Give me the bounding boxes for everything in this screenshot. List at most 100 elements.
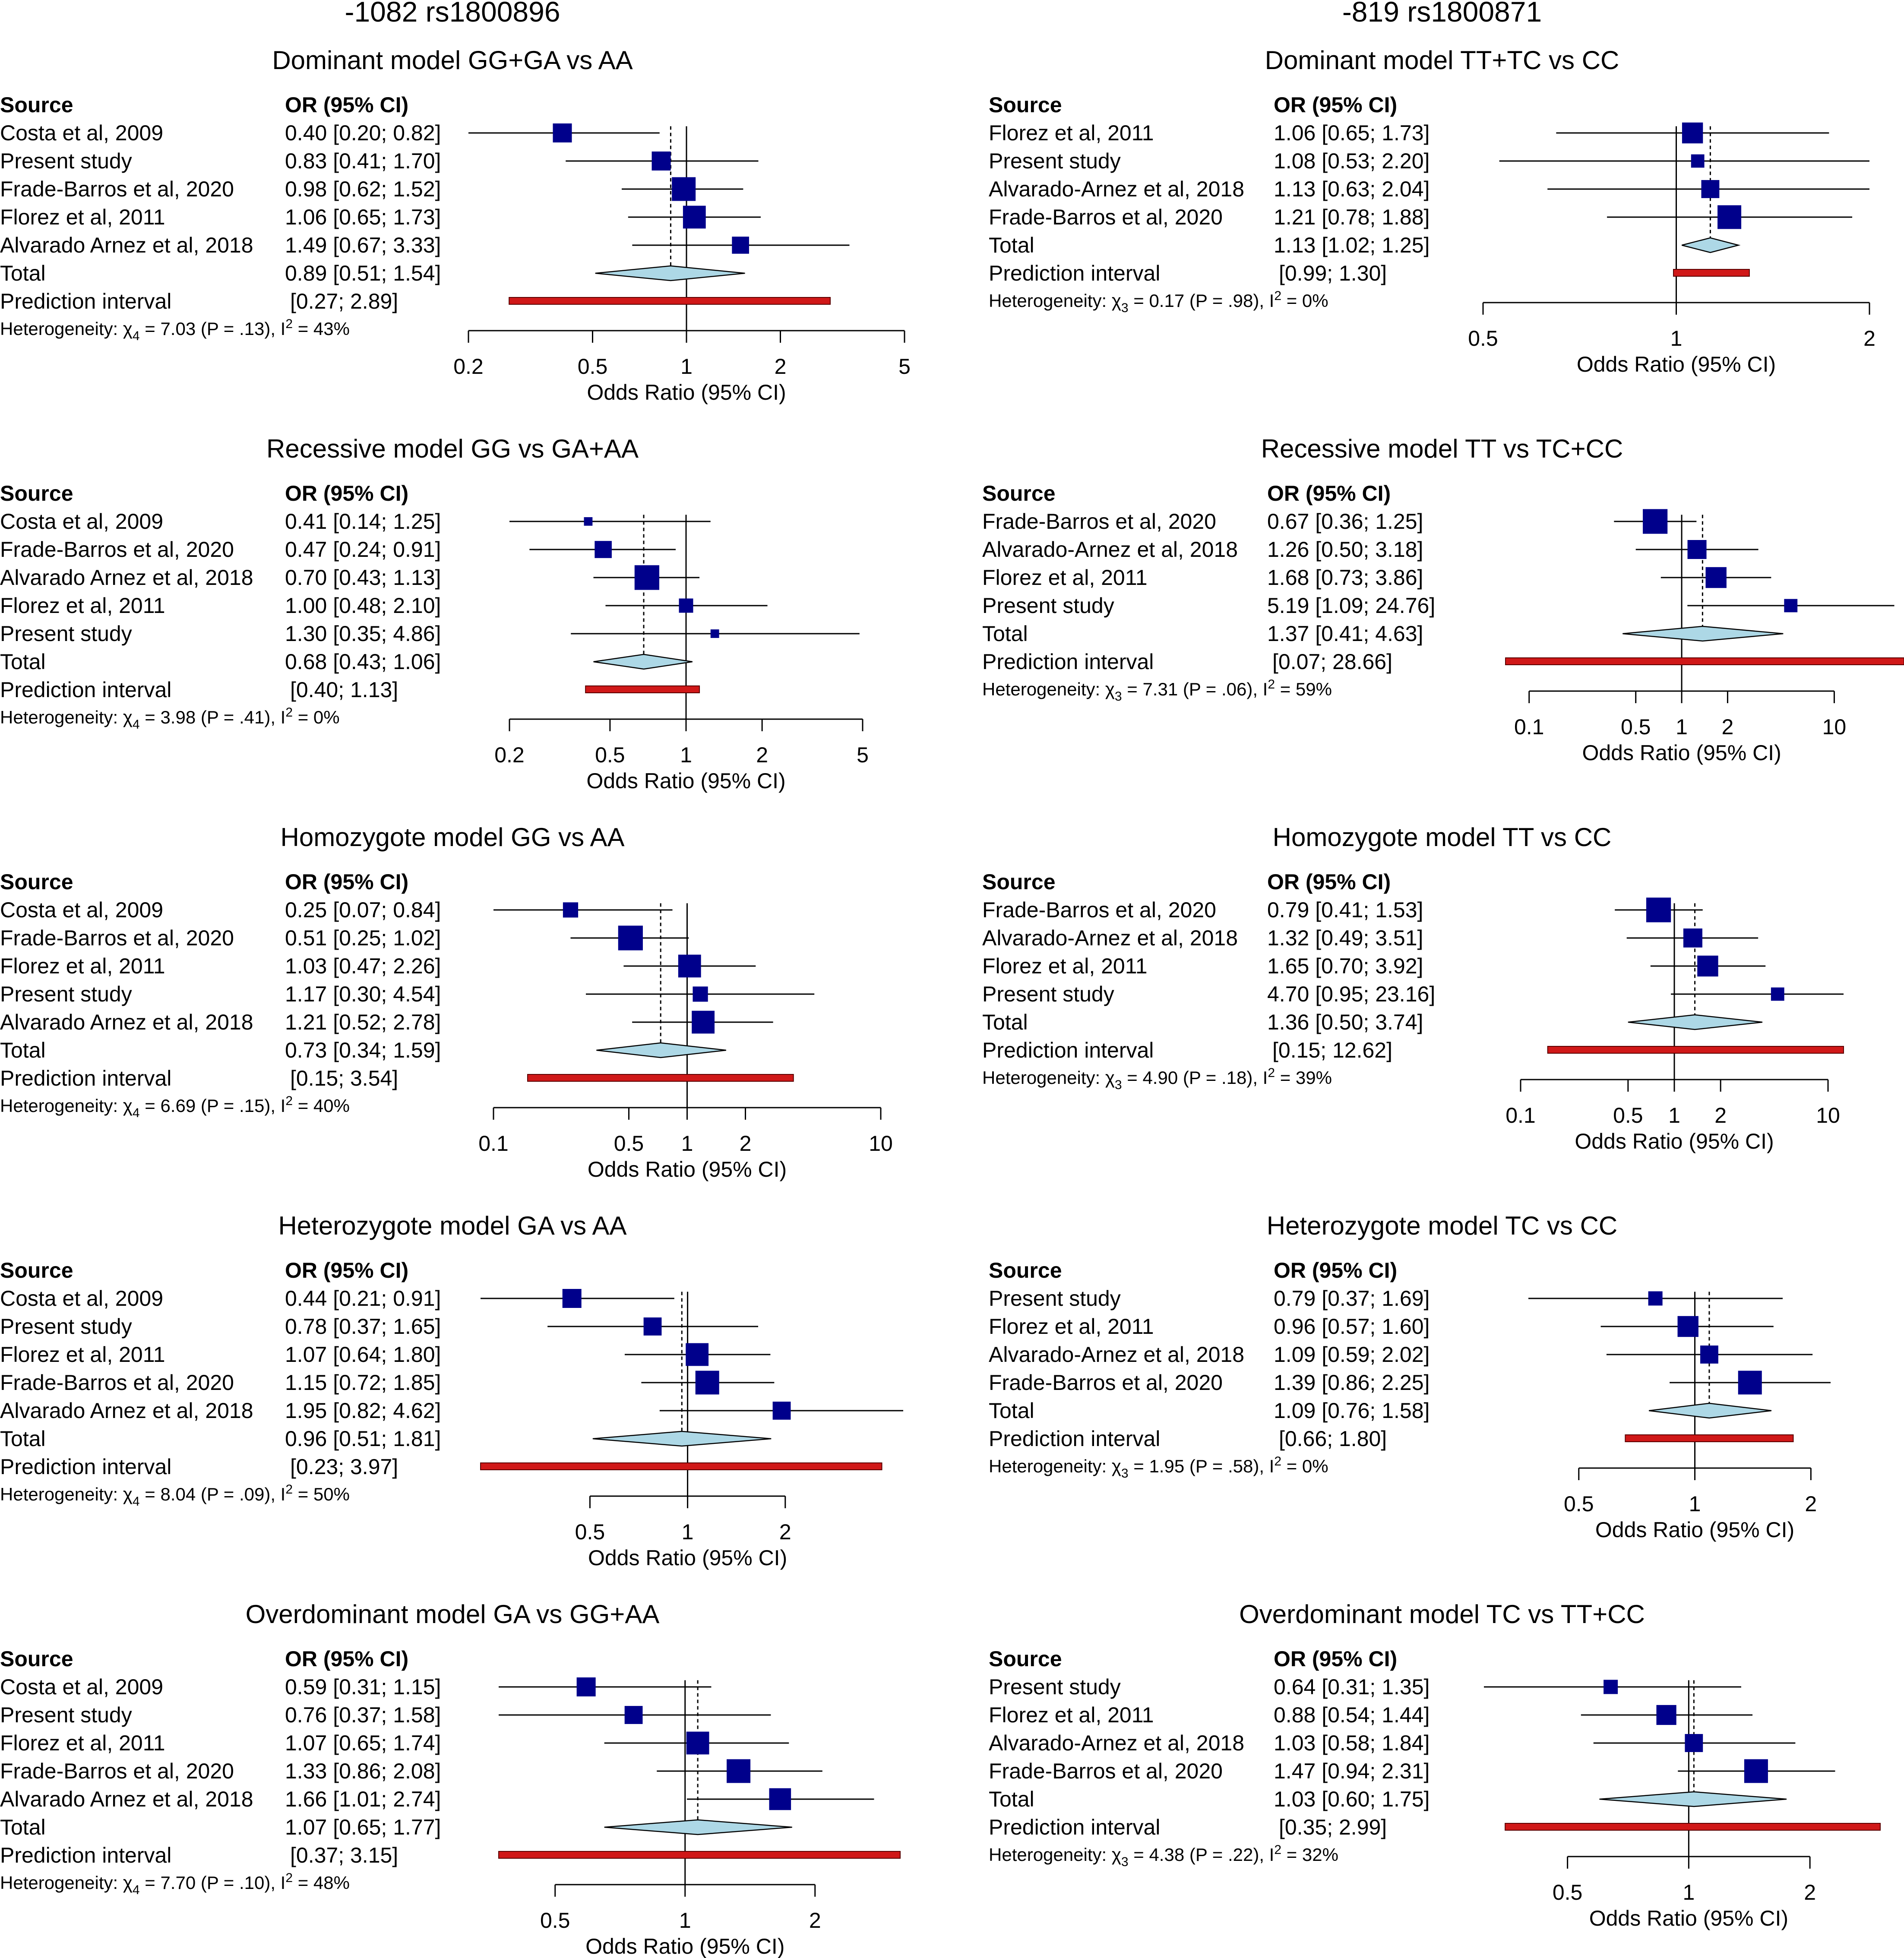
pooled-diamond [1681,237,1741,253]
study-source-label: Present study [982,982,1114,1006]
prediction-ci-label: [0.37; 3.15] [290,1843,398,1867]
study-effect-square [576,1677,596,1696]
pooled-diamond [592,1431,772,1447]
total-ci-label: 0.89 [0.51; 1.54] [285,261,441,285]
heterogeneity-label: Heterogeneity: χ3 = 4.38 (P = .22), I2 =… [989,1843,1338,1869]
study-source-label: Florez et al, 2011 [989,1703,1154,1727]
study-effect-square [683,205,706,229]
study-ci-label: 0.25 [0.07; 0.84] [285,898,441,922]
study-ci-label: 1.09 [0.59; 2.02] [1274,1342,1430,1367]
heterogeneity-label: Heterogeneity: χ4 = 3.98 (P = .41), I2 =… [0,705,340,732]
panel-title: Heterozygote model TC vs CC [1267,1211,1618,1240]
total-label: Total [0,1427,46,1451]
x-axis-tick-label: 2 [1804,1880,1816,1904]
study-ci-label: 1.17 [0.30; 4.54] [285,982,441,1006]
study-ci-label: 1.39 [0.86; 2.25] [1274,1371,1430,1395]
study-effect-square [563,902,579,918]
study-ci-label: 1.47 [0.94; 2.31] [1274,1759,1430,1783]
study-effect-square [686,1343,709,1366]
x-axis-tick-label: 1 [682,1520,694,1544]
study-source-label: Frade-Barros et al, 2020 [989,205,1223,229]
study-ci-label: 0.59 [0.31; 1.15] [285,1675,441,1699]
study-ci-label: 4.70 [0.95; 23.16] [1267,982,1435,1006]
study-effect-square [769,1788,791,1810]
study-ci-label: 0.64 [0.31; 1.35] [1274,1675,1430,1699]
study-effect-square [1738,1371,1762,1395]
forest-panel: Recessive model TT vs TC+CC Source OR (95%… [982,434,1904,765]
prediction-ci-label: [0.07; 28.66] [1272,650,1392,674]
x-axis-tick-label: 2 [1722,715,1734,739]
source-header: Source [982,481,1056,505]
x-axis-tick-label: 0.5 [1613,1103,1643,1127]
study-source-label: Alvarado-Arnez et al, 2018 [989,1342,1244,1367]
x-axis-tick-label: 1 [1670,326,1683,351]
x-axis-tick-label: 0.5 [1564,1492,1594,1516]
study-source-label: Frade-Barros et al, 2020 [0,1759,234,1783]
x-axis-tick-label: 2 [1714,1103,1727,1127]
total-label: Total [989,233,1034,257]
study-ci-label: 0.47 [0.24; 0.91] [285,537,441,562]
pooled-diamond [604,1819,792,1835]
study-source-label: Costa et al, 2009 [0,1286,163,1311]
study-ci-label: 0.41 [0.14; 1.25] [285,509,441,534]
heterogeneity-label: Heterogeneity: χ4 = 8.04 (P = .09), I2 =… [0,1482,350,1509]
panel-title: Homozygote model GG vs AA [281,823,625,852]
prediction-label: Prediction interval [0,1843,171,1867]
study-effect-square [1771,987,1784,1001]
prediction-interval-bar [480,1462,882,1470]
prediction-ci-label: [0.66; 1.80] [1279,1427,1387,1451]
source-header: Source [0,1258,73,1282]
total-ci-label: 0.73 [0.34; 1.59] [285,1038,441,1062]
prediction-interval-bar [1505,1823,1881,1831]
study-source-label: Alvarado Arnez et al, 2018 [0,233,253,257]
pooled-diamond [1628,1014,1763,1030]
study-effect-square [1683,928,1702,947]
panel-title: Dominant model GG+GA vs AA [272,46,633,75]
x-axis-tick-label: 0.5 [614,1131,644,1156]
panel-title: Homozygote model TT vs CC [1273,823,1612,852]
x-axis-tick-label: 0.2 [453,354,484,379]
prediction-label: Prediction interval [982,650,1154,674]
heterogeneity-label: Heterogeneity: χ3 = 0.17 (P = .98), I2 =… [989,289,1328,315]
study-effect-square [1604,1680,1618,1694]
study-ci-label: 1.03 [0.47; 2.26] [285,954,441,978]
forest-panel: Heterozygote model GA vs AA Source OR (95%… [0,1211,903,1570]
prediction-label: Prediction interval [982,1038,1154,1062]
source-header: Source [982,870,1056,894]
study-ci-label: 0.67 [0.36; 1.25] [1267,509,1423,534]
study-ci-label: 0.79 [0.37; 1.69] [1274,1286,1430,1311]
study-source-label: Alvarado-Arnez et al, 2018 [982,537,1238,562]
study-ci-label: 1.21 [0.52; 2.78] [285,1010,441,1034]
prediction-ci-label: [0.15; 12.62] [1272,1038,1392,1062]
study-effect-square [1705,567,1727,588]
x-axis-tick-label: 5 [857,743,869,767]
prediction-interval-bar [585,685,700,693]
prediction-label: Prediction interval [0,1455,171,1479]
pooled-diamond [1648,1402,1772,1419]
study-effect-square [1700,1345,1718,1364]
x-axis-title: Odds Ratio (95% CI) [1582,741,1781,765]
panel-title: Overdominant model TC vs TT+CC [1239,1600,1645,1629]
study-effect-square [553,123,572,142]
x-axis-title: Odds Ratio (95% CI) [588,1157,787,1181]
forest-panel: Homozygote model TT vs CC Source OR (95% C… [982,823,1844,1153]
study-ci-label: 1.21 [0.78; 1.88] [1274,205,1430,229]
study-effect-square [1682,122,1703,144]
x-axis-tick-label: 0.1 [1505,1103,1536,1127]
prediction-label: Prediction interval [0,1066,171,1090]
prediction-interval-bar [1625,1434,1794,1442]
total-ci-label: 0.68 [0.43; 1.06] [285,650,441,674]
source-header: Source [0,870,73,894]
study-source-label: Florez et al, 2011 [0,594,165,618]
study-ci-label: 1.66 [1.01; 2.74] [285,1787,441,1811]
or-header: OR (95% CI) [1274,1647,1397,1671]
x-axis-tick-label: 2 [1863,326,1876,351]
prediction-ci-label: [0.99; 1.30] [1279,261,1387,285]
x-axis-tick-label: 0.5 [1553,1880,1583,1904]
x-axis-tick-label: 1 [680,354,693,379]
column-title-left: -1082 rs1800896 [345,0,560,28]
prediction-ci-label: [0.35; 2.99] [1279,1815,1387,1839]
study-source-label: Frade-Barros et al, 2020 [989,1371,1223,1395]
study-ci-label: 1.49 [0.67; 3.33] [285,233,441,257]
